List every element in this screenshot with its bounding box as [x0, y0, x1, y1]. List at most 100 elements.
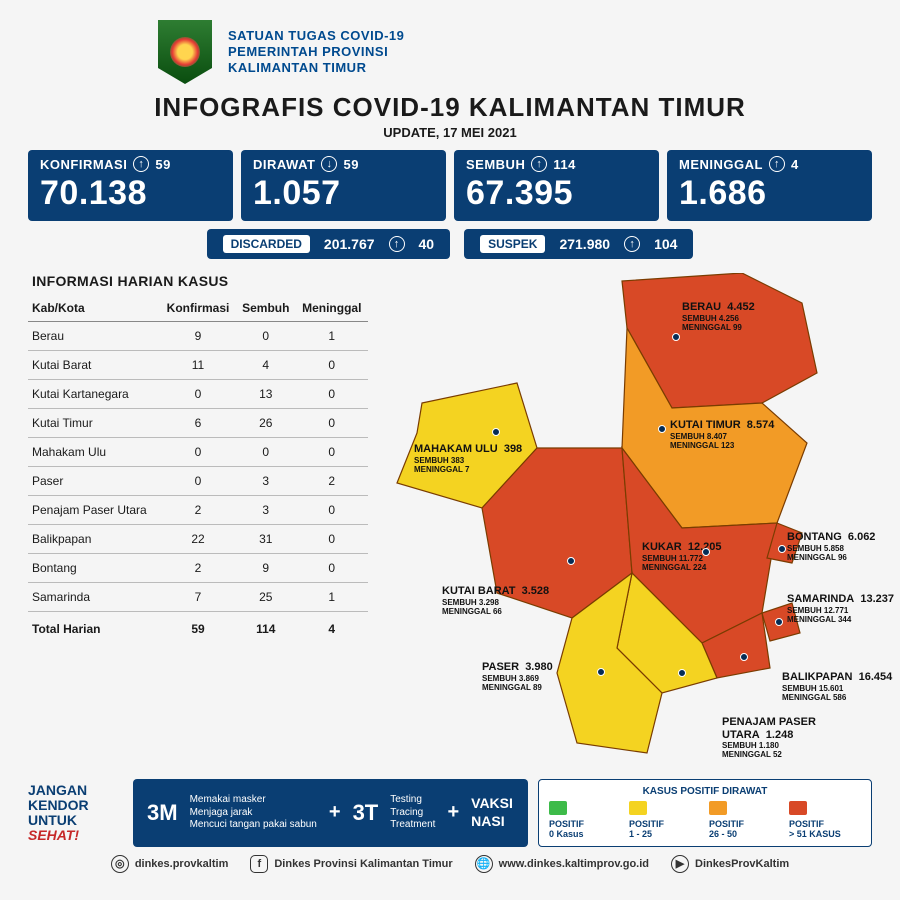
table-cell: 0	[296, 525, 368, 554]
social-ig[interactable]: ◎dinkes.provkaltim	[111, 855, 229, 873]
table-cell: Berau	[28, 322, 160, 351]
map-label: PASER 3.980SEMBUH 3.869MENINGGAL 89	[482, 661, 553, 692]
3m-line-3: Mencuci tangan pakai sabun	[190, 819, 317, 832]
table-cell: Samarinda	[28, 583, 160, 612]
web-icon: 🌐	[475, 855, 493, 873]
stat-label: MENINGGAL	[679, 157, 763, 172]
stat-value: 1.686	[679, 174, 860, 213]
stats-row: KONFIRMASI ↑ 59 70.138DIRAWAT ↓ 59 1.057…	[28, 150, 872, 221]
arrow-up-icon: ↑	[389, 236, 405, 252]
table-header: Meninggal	[296, 295, 368, 322]
table-cell: 1	[296, 322, 368, 351]
footer-row: JANGAN KENDOR UNTUK SEHAT! 3M Memakai ma…	[28, 779, 872, 847]
org-line-3: KALIMANTAN TIMUR	[228, 60, 404, 76]
substat-value: 201.767	[324, 236, 375, 252]
map-pin-icon	[678, 669, 686, 677]
table-cell: 2	[160, 554, 236, 583]
table-cell: Bontang	[28, 554, 160, 583]
slogan-1: JANGAN	[28, 783, 123, 798]
stat-delta: 59	[155, 157, 170, 172]
table-header: Konfirmasi	[160, 295, 236, 322]
yt-icon: ▶	[671, 855, 689, 873]
social-yt[interactable]: ▶DinkesProvKaltim	[671, 855, 789, 873]
stat-card-meninggal: MENINGGAL ↑ 4 1.686	[667, 150, 872, 221]
3m-label: 3M	[147, 800, 178, 826]
arrow-up-icon: ↑	[769, 156, 785, 172]
stat-label: SEMBUH	[466, 157, 525, 172]
table-row: Kutai Barat1140	[28, 351, 368, 380]
stat-label: DIRAWAT	[253, 157, 315, 172]
social-fb[interactable]: f Dinkes Provinsi Kalimantan Timur	[250, 855, 452, 873]
table-row: Kutai Timur6260	[28, 409, 368, 438]
substat-label: SUSPEK	[480, 235, 545, 253]
table-row: Balikpapan22310	[28, 525, 368, 554]
table-cell: 13	[236, 380, 296, 409]
legend-item: POSITIF0 Kasus	[549, 801, 621, 840]
table-cell: 0	[160, 467, 236, 496]
arrow-up-icon: ↑	[531, 156, 547, 172]
table-row: Samarinda7251	[28, 583, 368, 612]
table-cell: 114	[236, 612, 296, 644]
table-cell: 2	[296, 467, 368, 496]
stat-delta: 4	[791, 157, 799, 172]
page-title: INFOGRAFIS COVID-19 KALIMANTAN TIMUR	[28, 92, 872, 123]
map-pin-icon	[597, 668, 605, 676]
table-cell: 7	[160, 583, 236, 612]
arrow-up-icon: ↑	[133, 156, 149, 172]
stat-card-dirawat: DIRAWAT ↓ 59 1.057	[241, 150, 446, 221]
substat-delta: 104	[654, 236, 677, 252]
3m-line-2: Menjaga jarak	[190, 807, 317, 820]
map-label: KUTAI TIMUR 8.574SEMBUH 8.407MENINGGAL 1…	[670, 419, 774, 450]
legend-swatch-icon	[549, 801, 567, 815]
update-date: UPDATE, 17 MEI 2021	[28, 125, 872, 140]
table-header: Sembuh	[236, 295, 296, 322]
slogan-4: SEHAT	[28, 827, 74, 843]
stat-value: 67.395	[466, 174, 647, 213]
arrow-down-icon: ↓	[321, 156, 337, 172]
fb-icon: f	[250, 855, 268, 873]
stat-value: 70.138	[40, 174, 221, 213]
social-text: www.dinkes.kaltimprov.go.id	[499, 858, 649, 870]
table-row: Paser032	[28, 467, 368, 496]
social-text: dinkes.provkaltim	[135, 858, 229, 870]
table-total-row: Total Harian591144	[28, 612, 368, 644]
table-cell: 4	[296, 612, 368, 644]
table-cell: 31	[236, 525, 296, 554]
map-pin-icon	[778, 545, 786, 553]
table-cell: Kutai Timur	[28, 409, 160, 438]
table-cell: 0	[160, 380, 236, 409]
legend-item: POSITIF> 51 KASUS	[789, 801, 861, 840]
table-cell: 1	[296, 583, 368, 612]
table-cell: Paser	[28, 467, 160, 496]
social-text: Dinkes Provinsi Kalimantan Timur	[274, 858, 452, 870]
map-pin-icon	[672, 333, 680, 341]
table-cell: 25	[236, 583, 296, 612]
table-cell: 0	[296, 438, 368, 467]
substat-discarded: DISCARDED 201.767 ↑ 40	[207, 229, 451, 259]
map-pin-icon	[658, 425, 666, 433]
map-label: KUKAR 12.205SEMBUH 11.772MENINGGAL 224	[642, 541, 721, 572]
province-map: BERAU 4.452SEMBUH 4.256MENINGGAL 99KUTAI…	[372, 273, 872, 773]
map-pin-icon	[775, 618, 783, 626]
social-web[interactable]: 🌐 www.dinkes.kaltimprov.go.id	[475, 855, 649, 873]
map-pin-icon	[567, 557, 575, 565]
table-cell: Kutai Kartanegara	[28, 380, 160, 409]
table-cell: Penajam Paser Utara	[28, 496, 160, 525]
table-cell: 6	[160, 409, 236, 438]
table-cell: Total Harian	[28, 612, 160, 644]
table-cell: 26	[236, 409, 296, 438]
table-cell: 0	[160, 438, 236, 467]
socials-row: ◎dinkes.provkaltim f Dinkes Provinsi Kalim…	[28, 855, 872, 873]
substat-value: 271.980	[559, 236, 610, 252]
legend-item: POSITIF1 - 25	[629, 801, 701, 840]
legend-swatch-icon	[709, 801, 727, 815]
vaksi-1: VAKSI	[471, 795, 513, 813]
table-cell: 4	[236, 351, 296, 380]
org-line-1: SATUAN TUGAS COVID-19	[228, 28, 404, 44]
table-cell: 9	[160, 322, 236, 351]
org-line-2: PEMERINTAH PROVINSI	[228, 44, 404, 60]
daily-case-table: INFORMASI HARIAN KASUS Kab/KotaKonfirmas…	[28, 273, 368, 773]
plus-icon: +	[329, 801, 341, 824]
table-cell: 0	[236, 322, 296, 351]
map-pin-icon	[702, 548, 710, 556]
